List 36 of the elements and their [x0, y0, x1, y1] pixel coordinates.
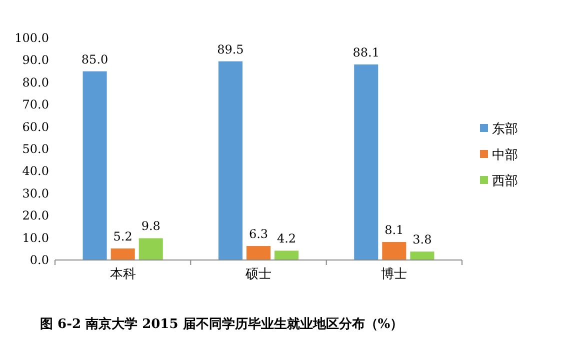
bar — [138, 238, 163, 260]
x-tick-label: 博士 — [381, 267, 408, 282]
legend-label: 西部 — [492, 174, 518, 189]
y-tick-label: 10.0 — [22, 230, 49, 245]
y-tick-label: 80.0 — [22, 75, 49, 90]
text: 图 6-2 南京大学 2015 届不同学历毕业生就业地区分布（%） — [40, 316, 404, 332]
y-tick-label: 70.0 — [22, 98, 49, 112]
y-tick-label: 0.0 — [30, 253, 49, 267]
legend-label: 东部 — [492, 122, 518, 137]
bar — [218, 61, 242, 260]
legend-label: 中部 — [492, 148, 518, 163]
data-label: 5.2 — [113, 229, 132, 244]
y-tick-label: 100.0 — [14, 31, 49, 45]
y-tick-label: 60.0 — [22, 120, 49, 134]
data-label: 3.8 — [412, 232, 432, 247]
x-tick-label: 本科 — [110, 267, 136, 282]
data-label: 88.1 — [352, 45, 380, 60]
data-label: 9.8 — [141, 219, 160, 234]
bar — [274, 250, 299, 260]
y-tick-label: 90.0 — [22, 53, 49, 68]
bar — [110, 248, 135, 260]
bar — [246, 246, 271, 260]
y-tick-label: 50.0 — [22, 142, 49, 156]
bar — [354, 64, 378, 260]
bar — [382, 242, 406, 260]
data-label: 85.0 — [81, 52, 108, 66]
y-tick-label: 40.0 — [22, 164, 49, 178]
bar — [410, 252, 434, 260]
data-label: 89.5 — [217, 42, 244, 56]
bar — [82, 71, 107, 260]
x-tick-label: 硕士 — [244, 267, 272, 282]
data-label: 8.1 — [384, 223, 404, 238]
data-label: 6.3 — [248, 227, 268, 242]
y-tick-label: 20.0 — [22, 208, 49, 223]
data-label: 4.2 — [276, 232, 296, 246]
y-tick-label: 30.0 — [22, 186, 49, 200]
